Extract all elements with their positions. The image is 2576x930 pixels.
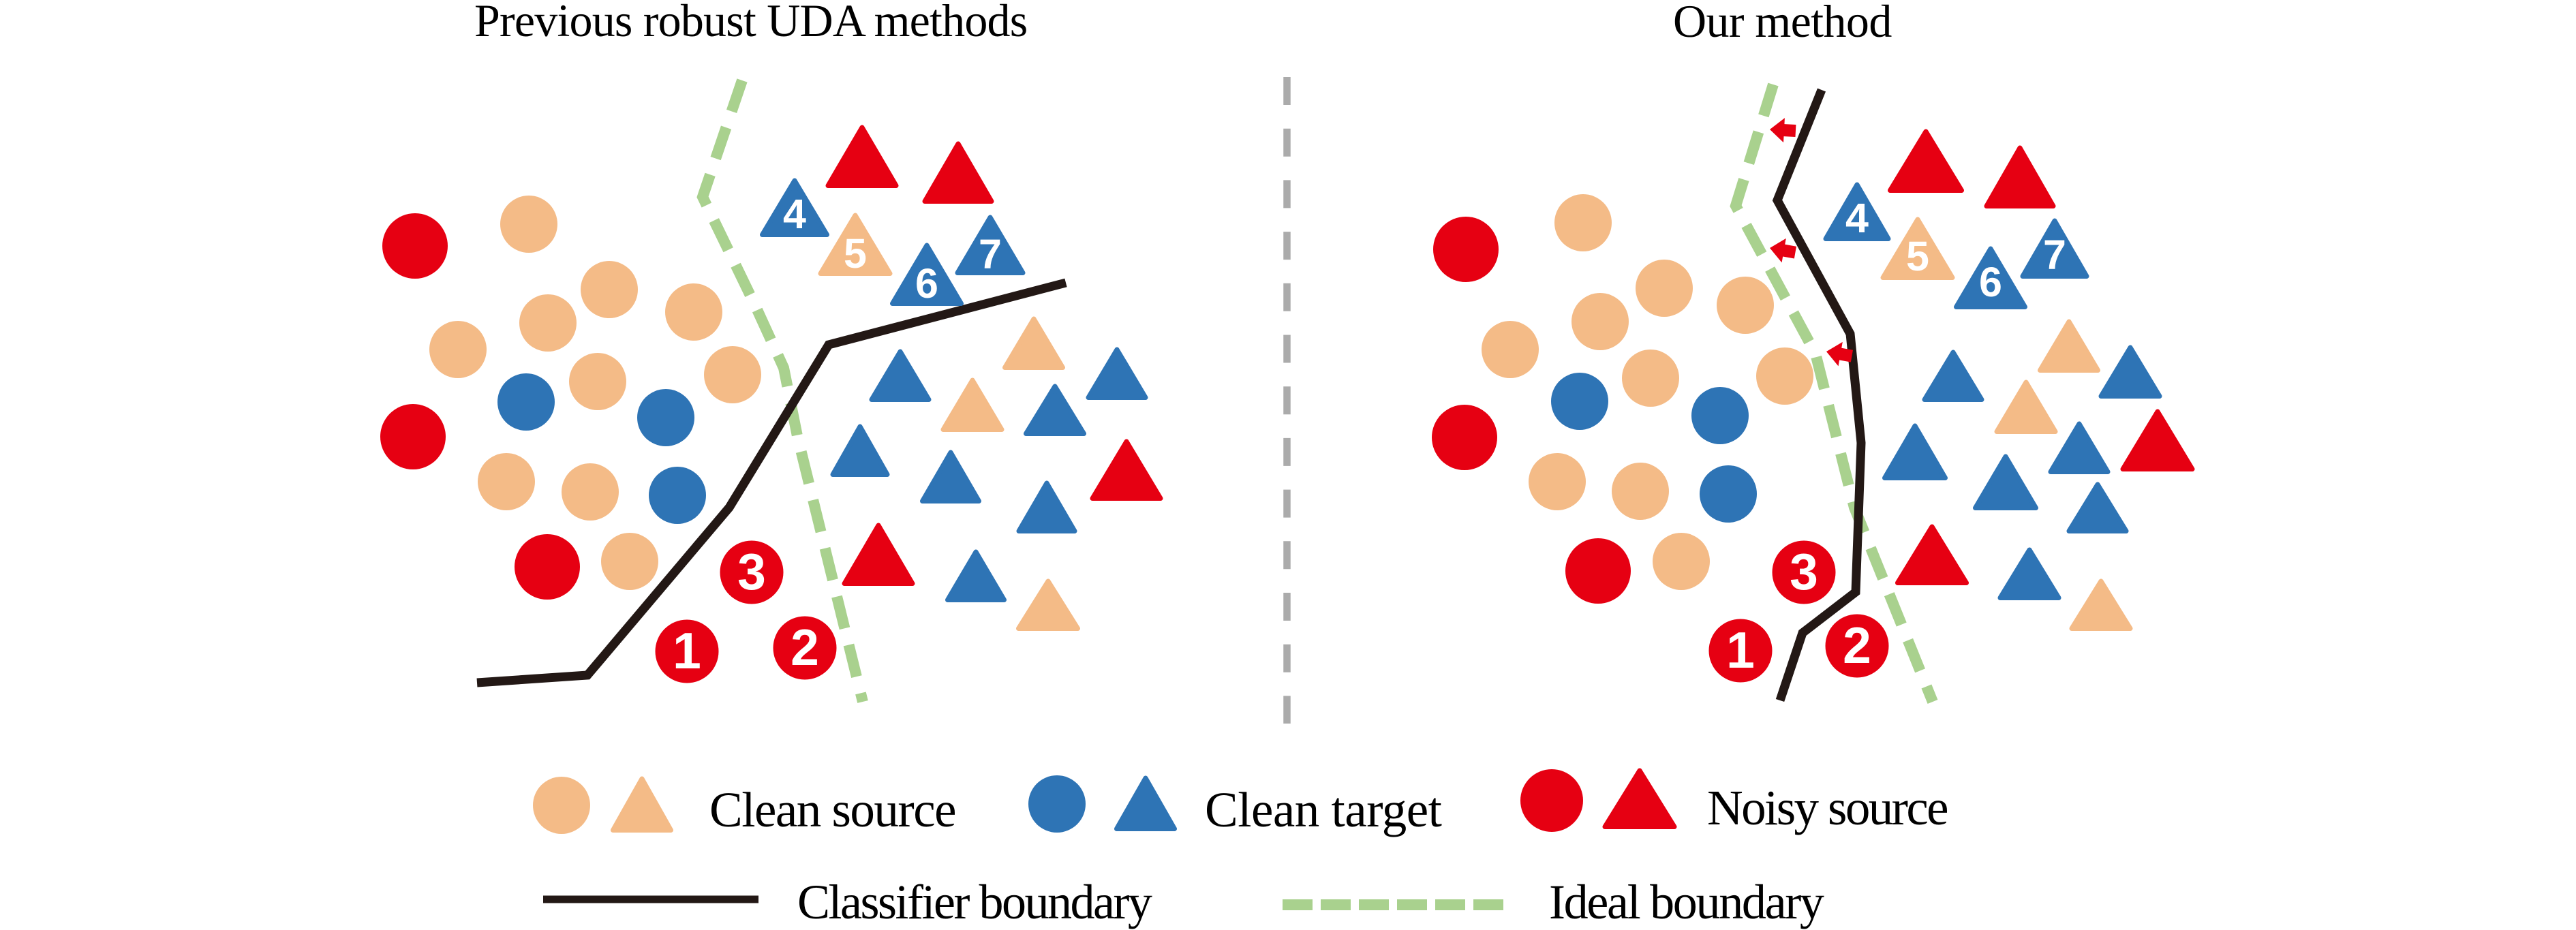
svg-text:4: 4 [783,191,806,237]
svg-text:7: 7 [979,231,1002,277]
svg-text:2: 2 [791,619,819,676]
svg-text:5: 5 [844,230,867,277]
svg-text:5: 5 [1906,233,1929,279]
svg-text:Noisy source: Noisy source [1707,780,1947,835]
svg-text:Classifier boundary: Classifier boundary [797,875,1152,929]
svg-text:2: 2 [1843,617,1871,674]
svg-text:4: 4 [1845,195,1869,241]
svg-text:3: 3 [737,543,766,600]
svg-text:Clean source: Clean source [709,782,955,837]
svg-text:Ideal boundary: Ideal boundary [1549,875,1824,929]
svg-text:6: 6 [915,260,938,307]
svg-text:6: 6 [1979,259,2002,305]
svg-text:7: 7 [2043,232,2066,278]
svg-text:3: 3 [1790,543,1818,600]
svg-text:Clean target: Clean target [1205,782,1442,837]
svg-text:1: 1 [673,622,701,679]
svg-text:Previous robust UDA methods: Previous robust UDA methods [474,0,1027,46]
svg-text:Our method: Our method [1673,0,1892,47]
svg-text:1: 1 [1726,621,1755,679]
